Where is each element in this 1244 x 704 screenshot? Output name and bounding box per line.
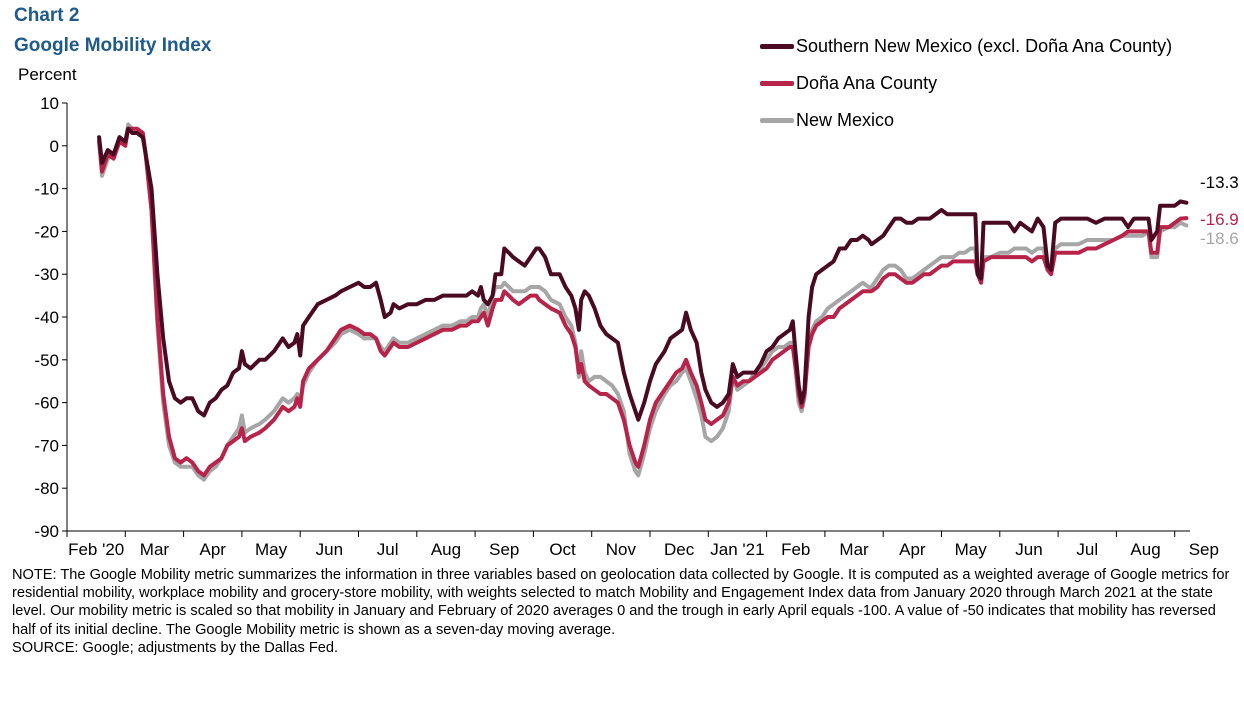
series-end-label: -18.6 — [1200, 229, 1239, 248]
x-tick-label: Aug — [431, 540, 461, 559]
y-tick-label: -70 — [34, 436, 59, 455]
note-text: NOTE: The Google Mobility metric summari… — [12, 567, 1230, 638]
series-line — [97, 122, 1189, 482]
series-end-label: -13.3 — [1200, 173, 1239, 192]
legend-swatch-southern-nm — [760, 44, 794, 49]
legend-label-dona-ana: Doña Ana County — [796, 73, 938, 93]
y-tick-label: -60 — [34, 394, 59, 413]
x-tick-label: Jul — [1076, 540, 1098, 559]
y-axis-unit-label: Percent — [18, 65, 77, 84]
legend-item-dona-ana: Doña Ana County — [760, 73, 937, 94]
y-tick-label: -40 — [34, 308, 59, 327]
x-tick-label: Apr — [200, 540, 227, 559]
end-labels: -13.3 -16.9-18.6 — [1200, 173, 1239, 248]
x-tick-label: Oct — [549, 540, 576, 559]
y-axis: 10 0 -10 -20 -30 -40 -50 -60 -70 -80 -90 — [34, 94, 68, 541]
legend-item-southern-nm: Southern New Mexico (excl. Doña Ana Coun… — [760, 36, 1172, 57]
y-tick-label: -10 — [34, 180, 59, 199]
x-tick-label: Apr — [899, 540, 926, 559]
y-tick-label: -90 — [34, 522, 59, 541]
lines-group — [97, 122, 1189, 482]
y-tick-label: -20 — [34, 222, 59, 241]
y-tick-label: -30 — [34, 265, 59, 284]
chart-number: Chart 2 — [14, 5, 80, 26]
series-line — [97, 126, 1189, 422]
x-tick-label: Aug — [1130, 540, 1160, 559]
x-tick-label: Nov — [606, 540, 637, 559]
legend-item-new-mexico: New Mexico — [760, 110, 894, 131]
chart-title: Google Mobility Index — [14, 35, 212, 56]
line-chart: 10 0 -10 -20 -30 -40 -50 -60 -70 -80 -90 Feb '20 Ma… — [34, 94, 1239, 559]
legend-swatch-dona-ana — [760, 81, 794, 86]
legend-label-new-mexico: New Mexico — [796, 110, 895, 130]
x-tick-label: Feb '20 — [68, 540, 124, 559]
source-text: SOURCE: Google; adjustments by the Dalla… — [12, 639, 339, 656]
y-tick-label: -50 — [34, 351, 59, 370]
x-tick-label: Sep — [1189, 540, 1219, 559]
x-tick-label: Feb — [781, 540, 810, 559]
x-tick-label: Mar — [839, 540, 869, 559]
x-tick-label: May — [955, 540, 988, 559]
x-tick-label: Jan '21 — [710, 540, 764, 559]
y-tick-label: 0 — [50, 137, 59, 156]
x-tick-label: Jul — [377, 540, 399, 559]
x-tick-label: Jun — [1015, 540, 1042, 559]
chart-notes: NOTE: The Google Mobility metric summari… — [12, 566, 1234, 657]
legend-swatch-new-mexico — [760, 118, 794, 123]
x-tick-label: Sep — [489, 540, 519, 559]
series-end-label: -16.9 — [1200, 210, 1239, 229]
y-tick-label: 10 — [40, 94, 59, 113]
x-tick-label: Dec — [664, 540, 695, 559]
x-tick-label: Jun — [316, 540, 343, 559]
x-tick-label: May — [255, 540, 288, 559]
x-tick-label: Mar — [140, 540, 170, 559]
legend-label-southern-nm: Southern New Mexico (excl. Doña Ana Coun… — [796, 36, 1173, 56]
x-axis: Feb '20 Mar Apr May Jun Jul Aug Sep Oct Nov Dec Jan… — [66, 530, 1219, 559]
y-tick-label: -80 — [34, 479, 59, 498]
